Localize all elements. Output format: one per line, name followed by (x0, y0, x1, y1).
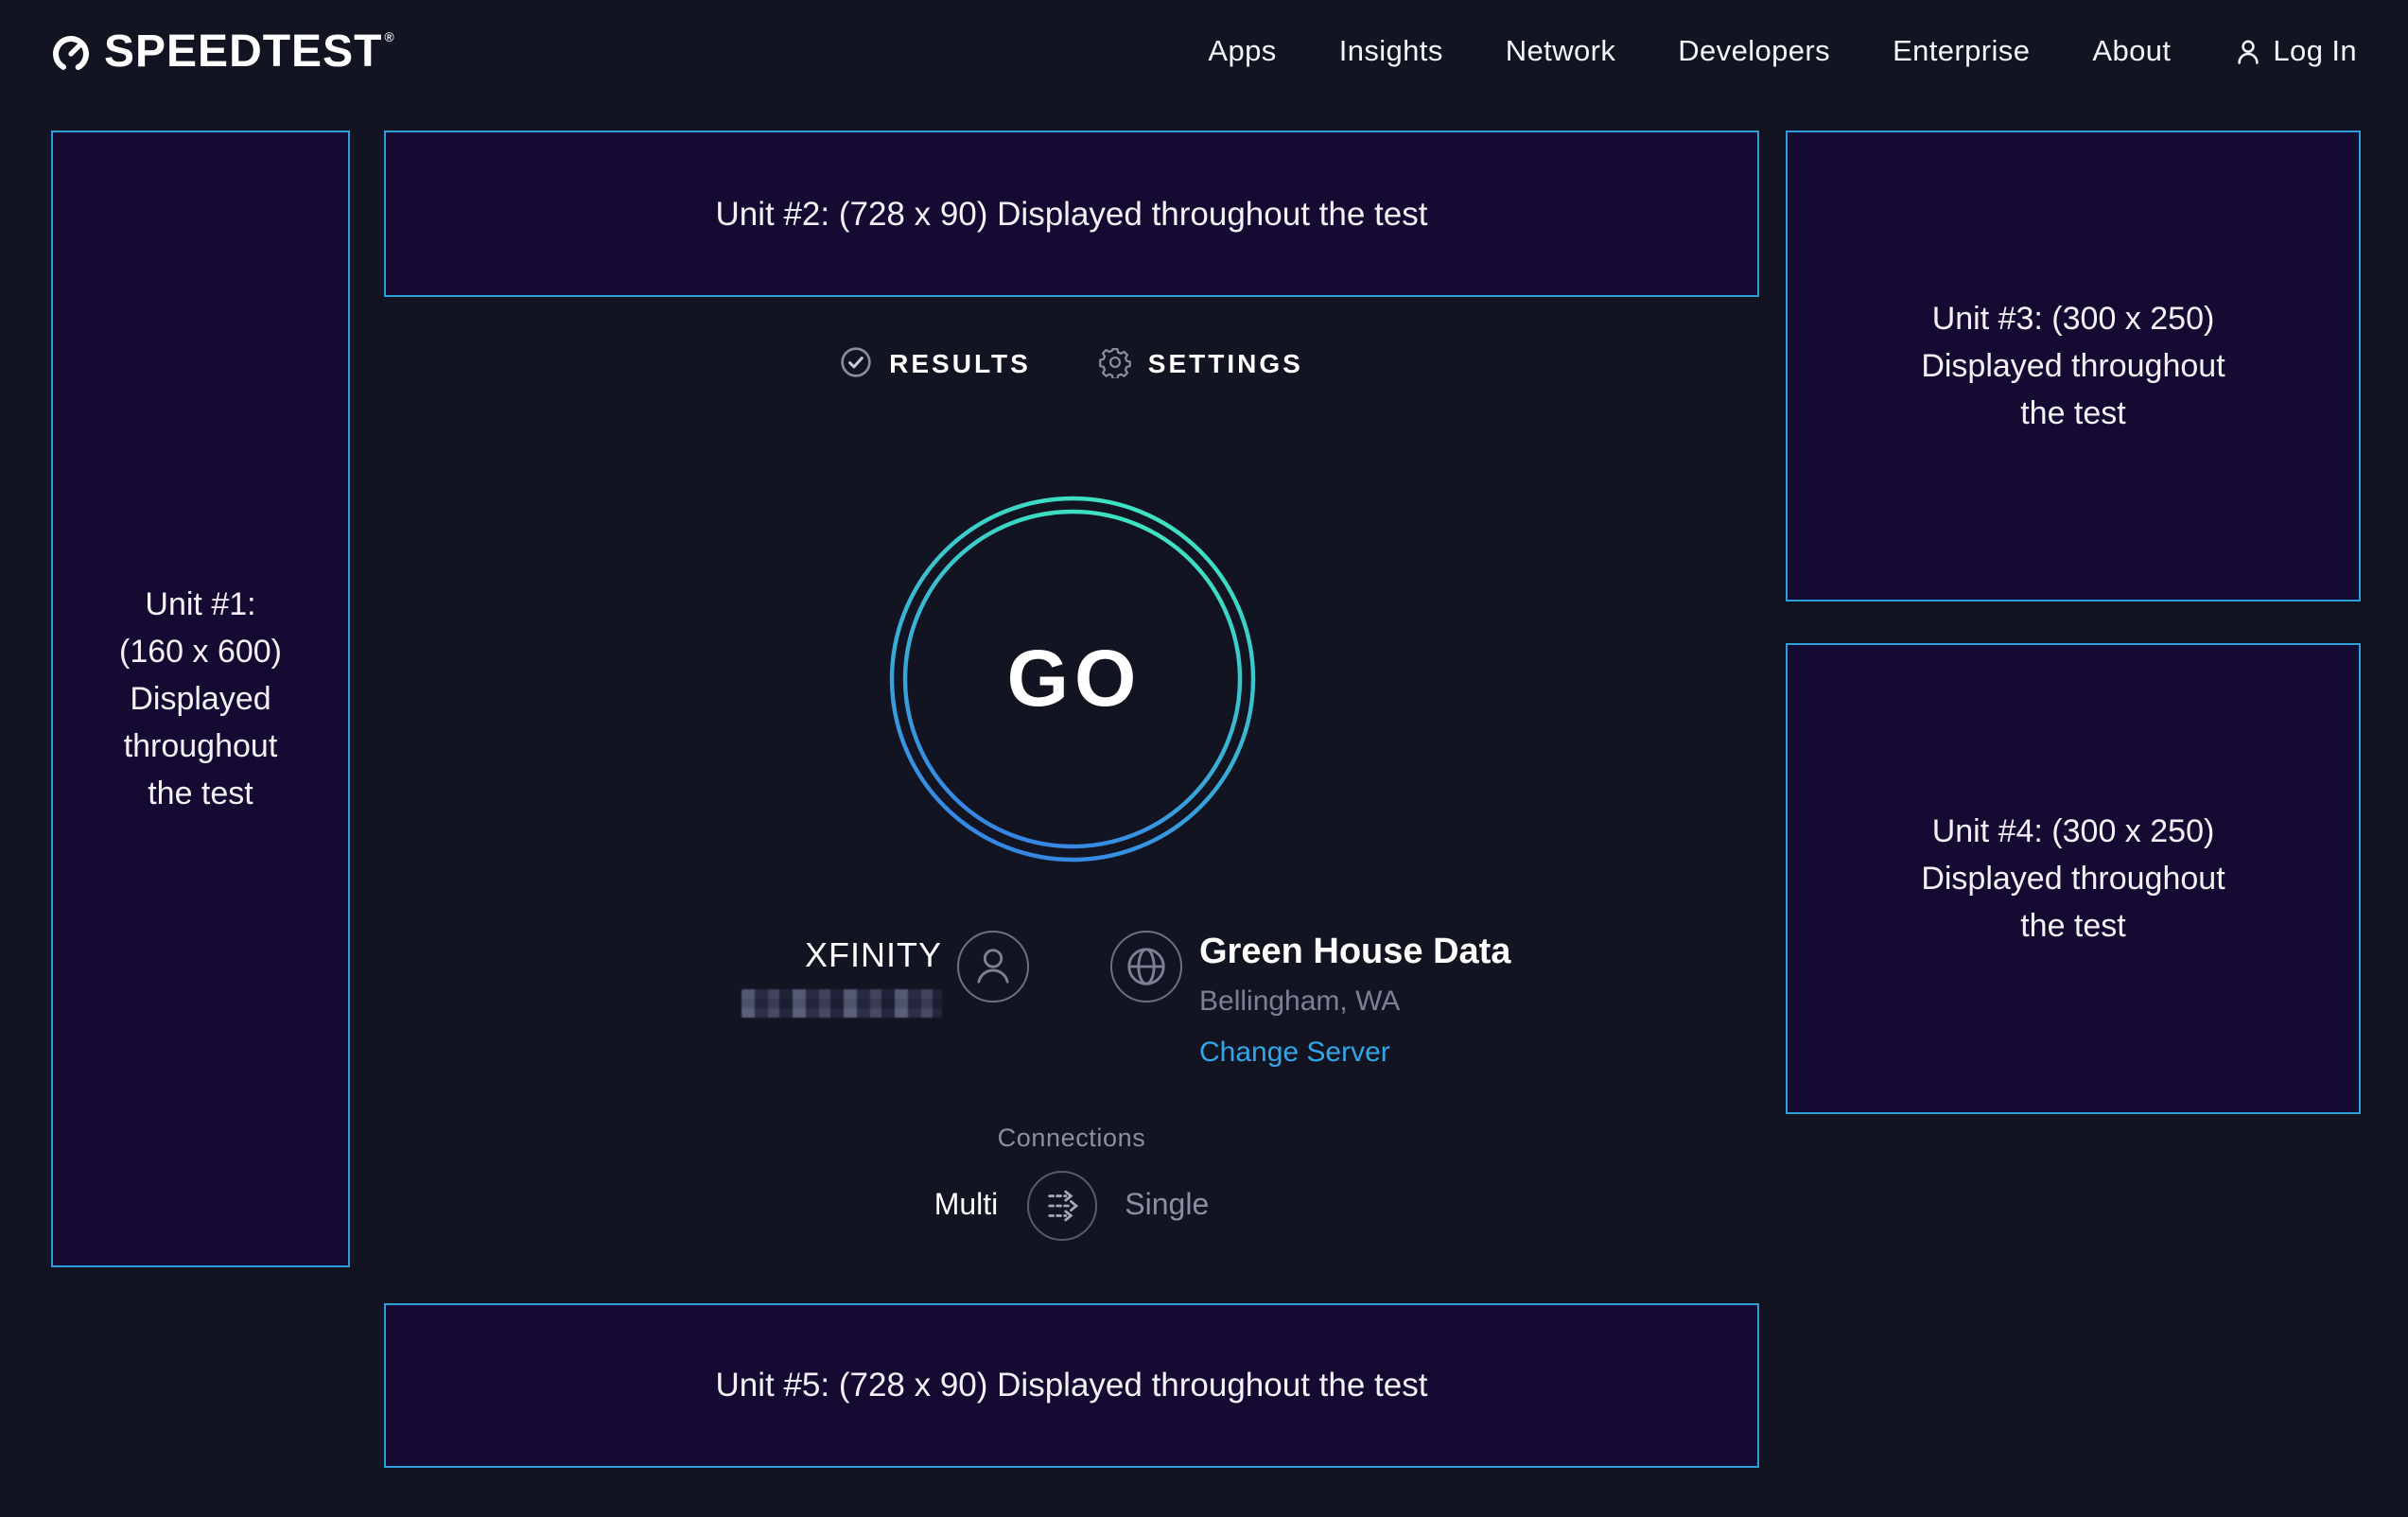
server-info: Green House Data Bellingham, WA Change S… (1199, 933, 1510, 1071)
tab-results[interactable]: RESULTS (840, 346, 1031, 378)
trademark-symbol: ® (384, 31, 394, 44)
nav-item-network[interactable]: Network (1505, 35, 1616, 67)
person-icon (2237, 40, 2259, 64)
isp-info: XFINITY (384, 936, 942, 1018)
server-avatar (1110, 931, 1182, 1003)
ad-text: Unit #4: (300 x 250) (1931, 813, 2215, 849)
ad-unit-4[interactable]: Unit #4: (300 x 250) Displayed throughou… (1786, 643, 2361, 1114)
go-button[interactable]: GO (886, 494, 1257, 864)
change-server-link[interactable]: Change Server (1199, 1037, 1390, 1069)
ad-text: Unit #1: (145, 586, 256, 622)
ad-unit-2[interactable]: Unit #2: (728 x 90) Displayed throughout… (384, 131, 1759, 297)
go-label: GO (1006, 634, 1143, 723)
nav-item-developers[interactable]: Developers (1678, 35, 1831, 67)
gauge-icon (53, 35, 89, 71)
ad-unit-3[interactable]: Unit #3: (300 x 250) Displayed throughou… (1786, 131, 2361, 602)
go-ring (888, 496, 1255, 863)
globe-icon (1127, 948, 1165, 985)
user-icon (977, 949, 1009, 984)
ad-text: Unit #5: (728 x 90) Displayed throughout… (715, 1366, 1428, 1404)
ad-text: the test (2020, 395, 2126, 431)
connection-mode-toggle[interactable] (1026, 1171, 1097, 1241)
ad-text: throughout (123, 728, 278, 764)
ad-text: Unit #3: (300 x 250) (1931, 301, 2215, 337)
ad-text: the test (148, 776, 253, 811)
single-mode-label[interactable]: Single (1125, 1189, 1210, 1221)
ad-unit-1[interactable]: Unit #1: (160 x 600) Displayed throughou… (51, 131, 350, 1267)
speedtest-logo[interactable]: SPEEDTEST ® (51, 26, 394, 77)
gear-icon (1098, 347, 1131, 378)
brand-wordmark: SPEEDTEST (104, 26, 383, 77)
connections-section: Connections Multi Single (384, 1124, 1759, 1241)
tab-bar: RESULTS SETTINGS (384, 346, 1759, 378)
go-button-area: GO (384, 494, 1759, 864)
ad-text: (160 x 600) (119, 634, 282, 670)
nav-item-insights[interactable]: Insights (1338, 35, 1443, 67)
ad-text: Unit #2: (728 x 90) Displayed throughout… (715, 194, 1428, 232)
host-info-row: XFINITY Green House Data Bellingham, WA … (384, 923, 1759, 1086)
multi-mode-label[interactable]: Multi (934, 1189, 999, 1221)
nav-item-about[interactable]: About (2092, 35, 2172, 67)
check-circle-icon (841, 347, 871, 377)
ad-text: the test (2020, 908, 2126, 944)
ad-text: Displayed throughout (1921, 348, 2225, 384)
server-name: Green House Data (1199, 933, 1511, 972)
ip-address-redacted (742, 989, 942, 1018)
connections-toggle-row: Multi Single (384, 1171, 1759, 1241)
isp-avatar (957, 931, 1029, 1003)
ad-unit-5[interactable]: Unit #5: (728 x 90) Displayed throughout… (384, 1303, 1759, 1468)
server-location: Bellingham, WA (1199, 985, 1401, 1018)
isp-name: XFINITY (804, 936, 942, 974)
tab-settings[interactable]: SETTINGS (1098, 346, 1303, 378)
multi-arrows-icon (1047, 1190, 1078, 1222)
header: SPEEDTEST ® Apps Insights Network Develop… (0, 0, 2408, 104)
connections-label: Connections (997, 1124, 1146, 1152)
tab-results-label: RESULTS (889, 347, 1031, 377)
login-button[interactable]: Log In (2233, 35, 2357, 69)
main-nav: Apps Insights Network Developers Enterpr… (1208, 35, 2357, 69)
ad-text: Displayed throughout (1921, 861, 2225, 897)
login-label: Log In (2273, 35, 2357, 67)
tab-settings-label: SETTINGS (1147, 347, 1303, 377)
nav-item-enterprise[interactable]: Enterprise (1893, 35, 2031, 67)
ad-text: Displayed (130, 681, 271, 717)
nav-item-apps[interactable]: Apps (1208, 35, 1277, 67)
